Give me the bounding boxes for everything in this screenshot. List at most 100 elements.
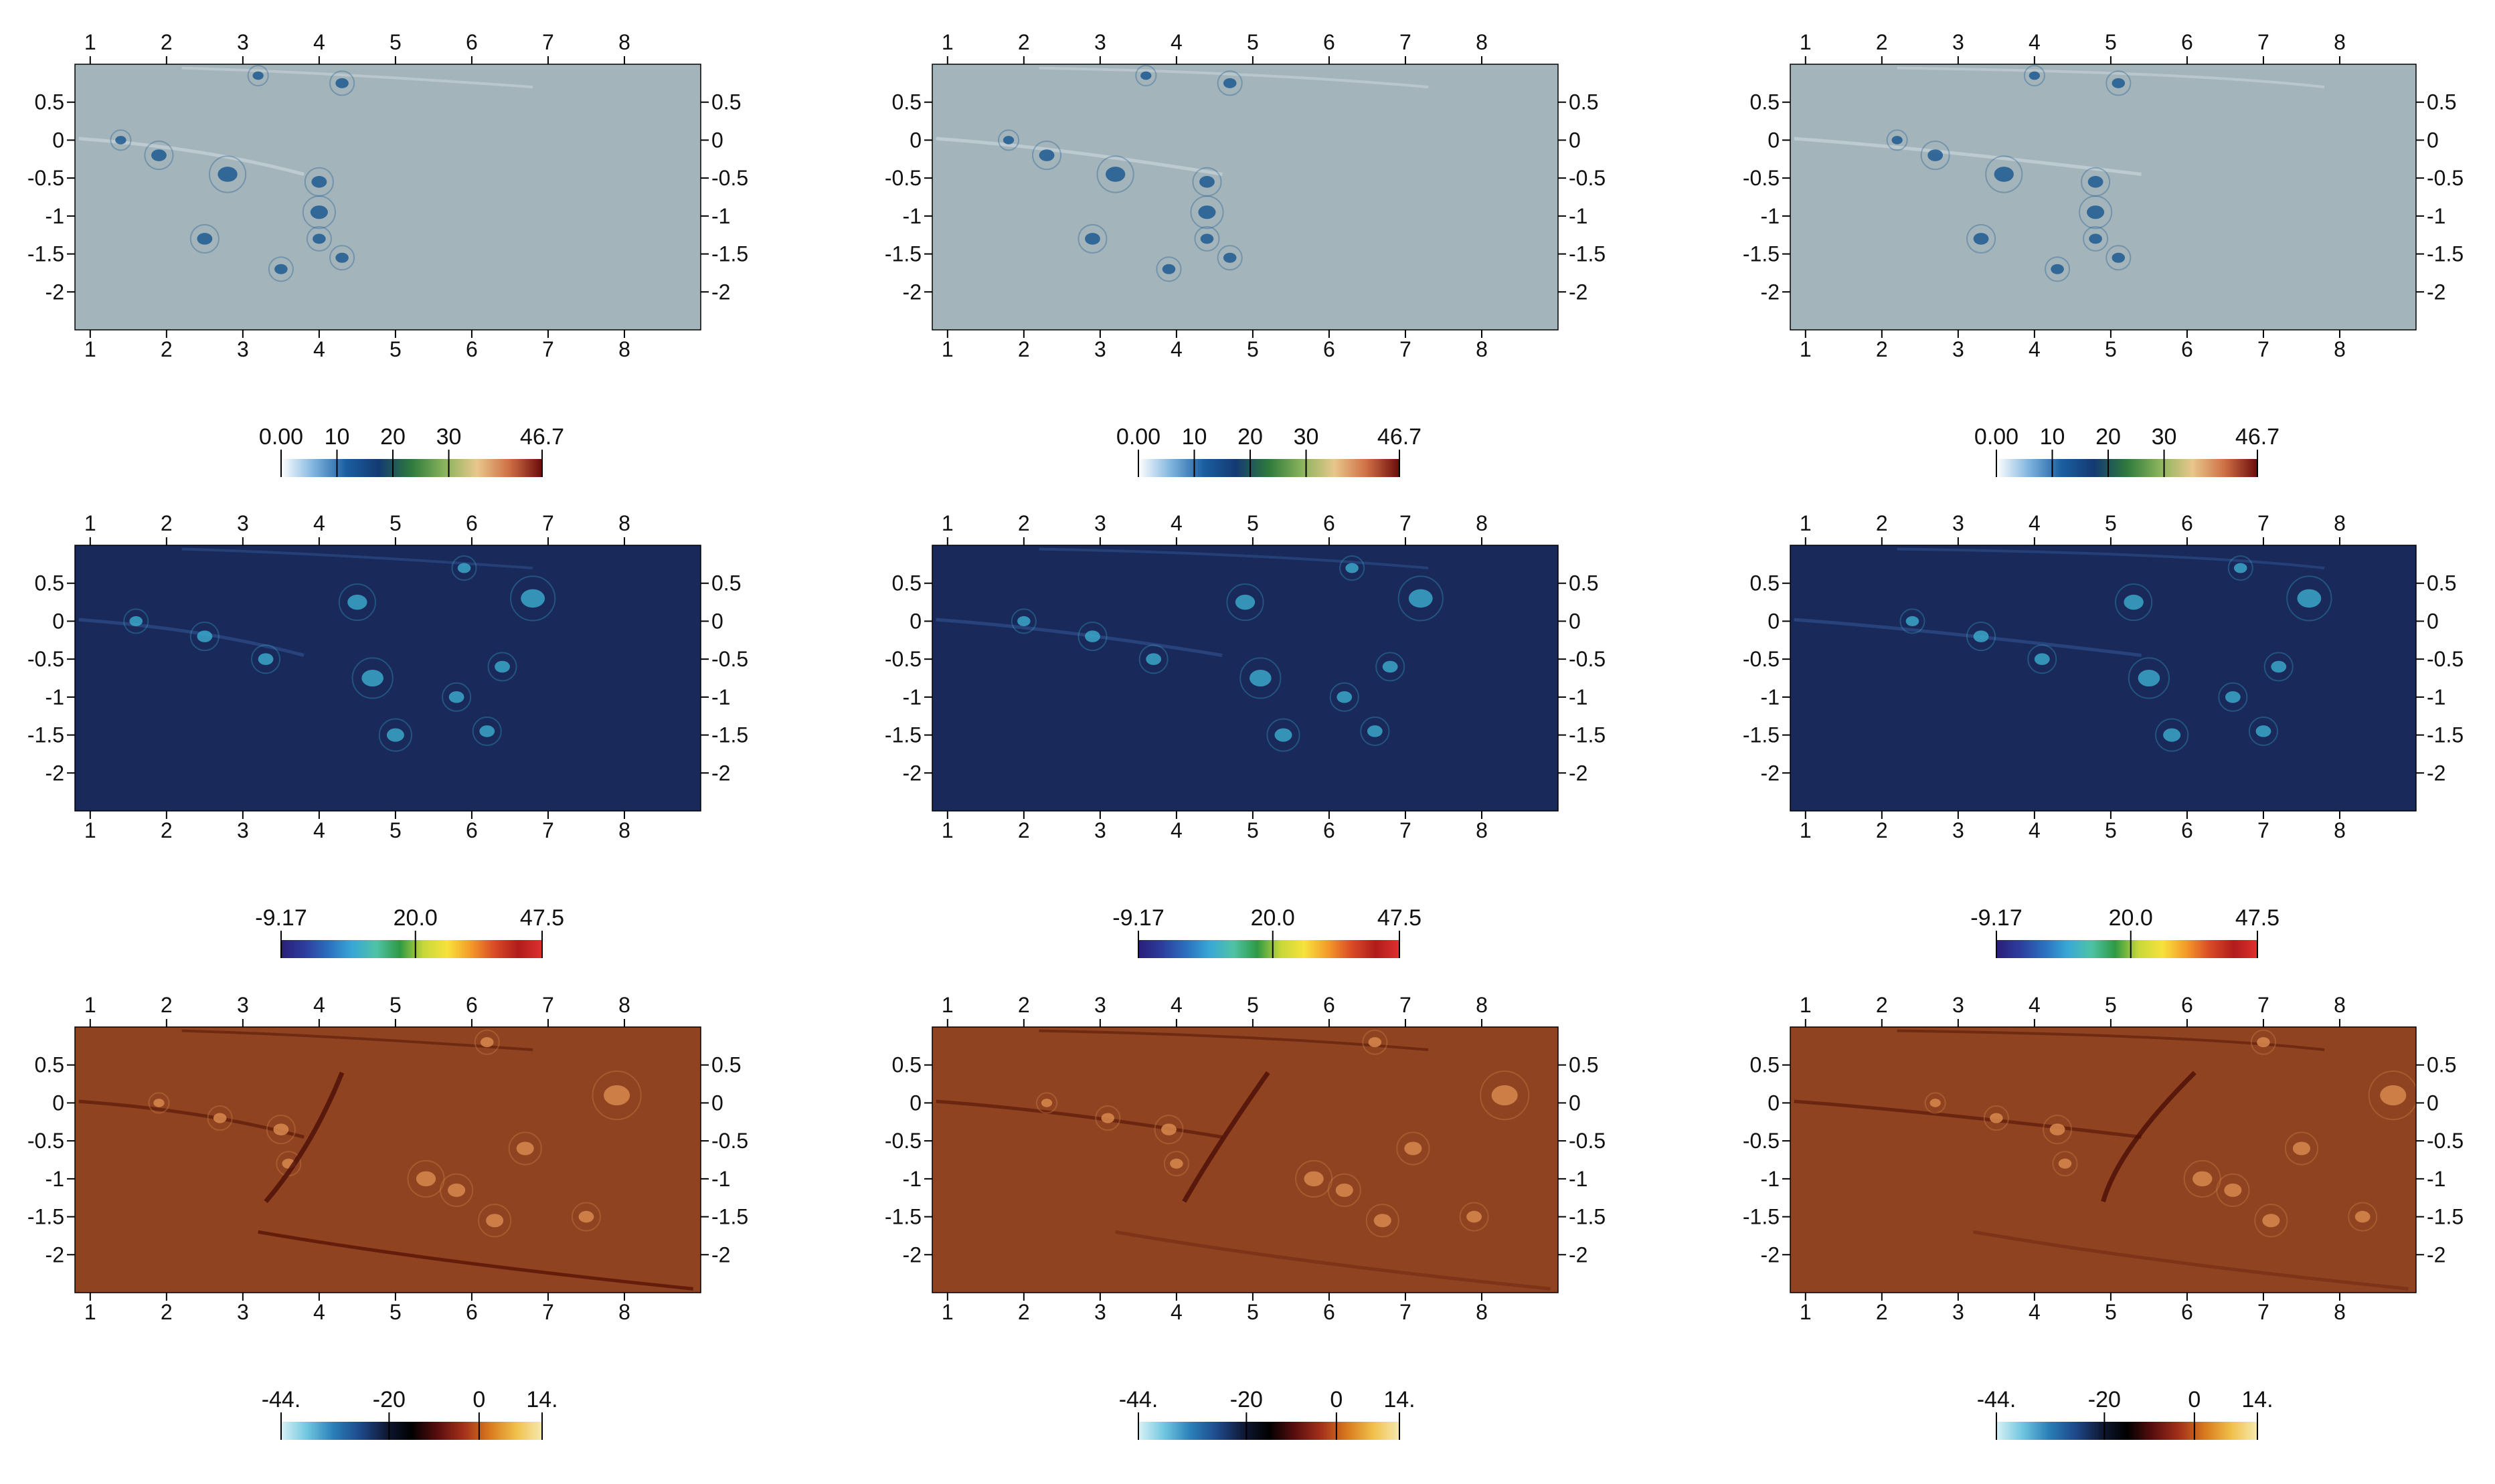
vortex-mark	[2112, 252, 2126, 263]
heatmap-panel-r3c3: 1 1 2 2 3 3 4 4 5 5 6 6 7 7 8 8 0.5 0.5 0 0 -0.5 -0.5 -1 -1 -1.5…	[1743, 993, 2464, 1440]
vortex-mark	[1249, 669, 1272, 687]
wake-streak	[936, 136, 1223, 176]
colorbar-tick-label: 0.00	[259, 424, 303, 450]
x-tick-label: 1	[942, 1300, 954, 1324]
colorbar-tick-label: 20	[380, 424, 406, 450]
x-tick-label: 4	[1171, 818, 1183, 842]
y-tick-label: 0.5	[1750, 90, 1780, 114]
vortex-mark	[1491, 1085, 1518, 1106]
x-tick-label: 3	[237, 818, 249, 842]
colorbar-tick-label: 30	[2152, 424, 2177, 450]
field-background	[75, 545, 701, 811]
vortex-ring	[1226, 583, 1264, 622]
vortex-mark	[2297, 589, 2322, 608]
vortex-mark	[115, 136, 126, 145]
vortex-mark	[2051, 264, 2064, 274]
vortex-mark	[2029, 71, 2041, 80]
vortex-mark	[448, 1183, 466, 1197]
y-tick-label: 0.5	[2427, 1053, 2456, 1077]
vortex-ring	[247, 64, 269, 87]
x-tick-label: 2	[1876, 511, 1888, 535]
vortex-mark	[495, 660, 510, 673]
colorbar-tick-label: 47.5	[520, 905, 564, 931]
colorbar-tick-label: 30	[1294, 424, 1319, 450]
vortex-ring	[2027, 644, 2057, 674]
colorbar: 0.00 10 20 30 46.7	[259, 424, 564, 477]
vortex-mark	[1408, 589, 1433, 608]
vortex-mark	[1994, 167, 2014, 182]
x-tick-label: 4	[2029, 30, 2041, 54]
vortex-ring	[302, 195, 336, 229]
x-tick-label: 1	[84, 511, 96, 535]
y-tick-label: 0.5	[892, 90, 922, 114]
y-tick-label: -0.5	[885, 166, 922, 190]
vortex-mark	[347, 594, 367, 610]
vortex-ring	[351, 657, 394, 699]
field-background	[75, 1027, 701, 1293]
vortex-mark	[197, 630, 213, 642]
vortex-mark	[258, 653, 274, 665]
plot-frame	[1790, 545, 2417, 812]
vortex-ring	[478, 1204, 512, 1238]
x-tick-label: 7	[2257, 993, 2269, 1017]
x-tick-label: 1	[84, 337, 96, 361]
vortex-ring	[1966, 223, 1996, 254]
colorbar-tick-label: -9.17	[1970, 905, 2023, 931]
vortex-mark	[2354, 1210, 2371, 1223]
y-tick-label: 0	[711, 128, 723, 152]
x-tick-label: 6	[1323, 818, 1335, 842]
heatmap-panel-r2c2: 1 1 2 2 3 3 4 4 5 5 6 6 7 7 8 8 0.5 0.5 0 0 -0.5 -0.5 -1 -1 -1.5…	[885, 511, 1606, 958]
y-tick-label: -2	[2427, 280, 2445, 304]
x-tick-label: 7	[2257, 337, 2269, 361]
x-tick-label: 4	[313, 1300, 325, 1324]
x-tick-label: 1	[1800, 1300, 1812, 1324]
field-background	[1790, 1027, 2416, 1293]
front-line	[2101, 1071, 2197, 1202]
vortex-mark	[2225, 691, 2241, 703]
vortex-mark	[1140, 71, 1152, 80]
vortex-mark	[1973, 630, 1989, 642]
y-tick-label: 0.5	[1569, 90, 1598, 114]
x-tick-label: 8	[2334, 337, 2346, 361]
colorbar-tick-label: -20	[373, 1387, 406, 1412]
y-tick-label: -0.5	[1569, 166, 1606, 190]
vortex-mark	[1404, 1141, 1422, 1155]
vortex-mark	[1905, 616, 1919, 626]
colorbar-tick-label: 47.5	[1377, 905, 1422, 931]
vortex-mark	[516, 1141, 534, 1155]
vortex-ring	[1397, 575, 1444, 622]
vortex-ring	[571, 1202, 602, 1232]
field-background	[75, 64, 701, 330]
vortex-mark	[2124, 594, 2144, 610]
vortex-mark	[218, 167, 238, 182]
y-tick-label: -2	[1761, 761, 1780, 785]
shear-streak	[181, 66, 533, 89]
x-tick-label: 5	[390, 337, 402, 361]
colorbar: -44. -20 0 14.	[1977, 1387, 2273, 1440]
vortex-ring	[2081, 167, 2111, 197]
colorbar-gradient	[1138, 1422, 1399, 1440]
vortex-ring	[1329, 682, 1359, 712]
vortex-ring	[144, 141, 174, 171]
vortex-mark	[1105, 167, 1126, 182]
y-tick-label: 0.5	[2427, 571, 2456, 595]
vortex-ring	[1920, 141, 1950, 171]
x-tick-label: 4	[2029, 511, 2041, 535]
vortex-ring	[378, 718, 412, 752]
vortex-ring	[208, 155, 247, 193]
x-tick-label: 3	[237, 993, 249, 1017]
y-tick-label: -2	[1761, 280, 1780, 304]
plot-frame	[74, 1026, 701, 1293]
vortex-mark	[1170, 1158, 1183, 1169]
y-tick-label: 0.5	[1569, 571, 1598, 595]
y-tick-label: -1.5	[1743, 242, 1780, 266]
x-tick-label: 1	[1800, 818, 1812, 842]
vortex-ring	[508, 1131, 542, 1166]
y-tick-label: 0	[910, 1091, 922, 1115]
y-tick-label: -2	[46, 761, 64, 785]
field-features	[78, 547, 556, 752]
vortex-ring	[2284, 1131, 2319, 1166]
y-tick-label: -1.5	[885, 1205, 922, 1229]
y-tick-label: -2	[903, 1242, 922, 1267]
vortex-mark	[335, 252, 349, 263]
